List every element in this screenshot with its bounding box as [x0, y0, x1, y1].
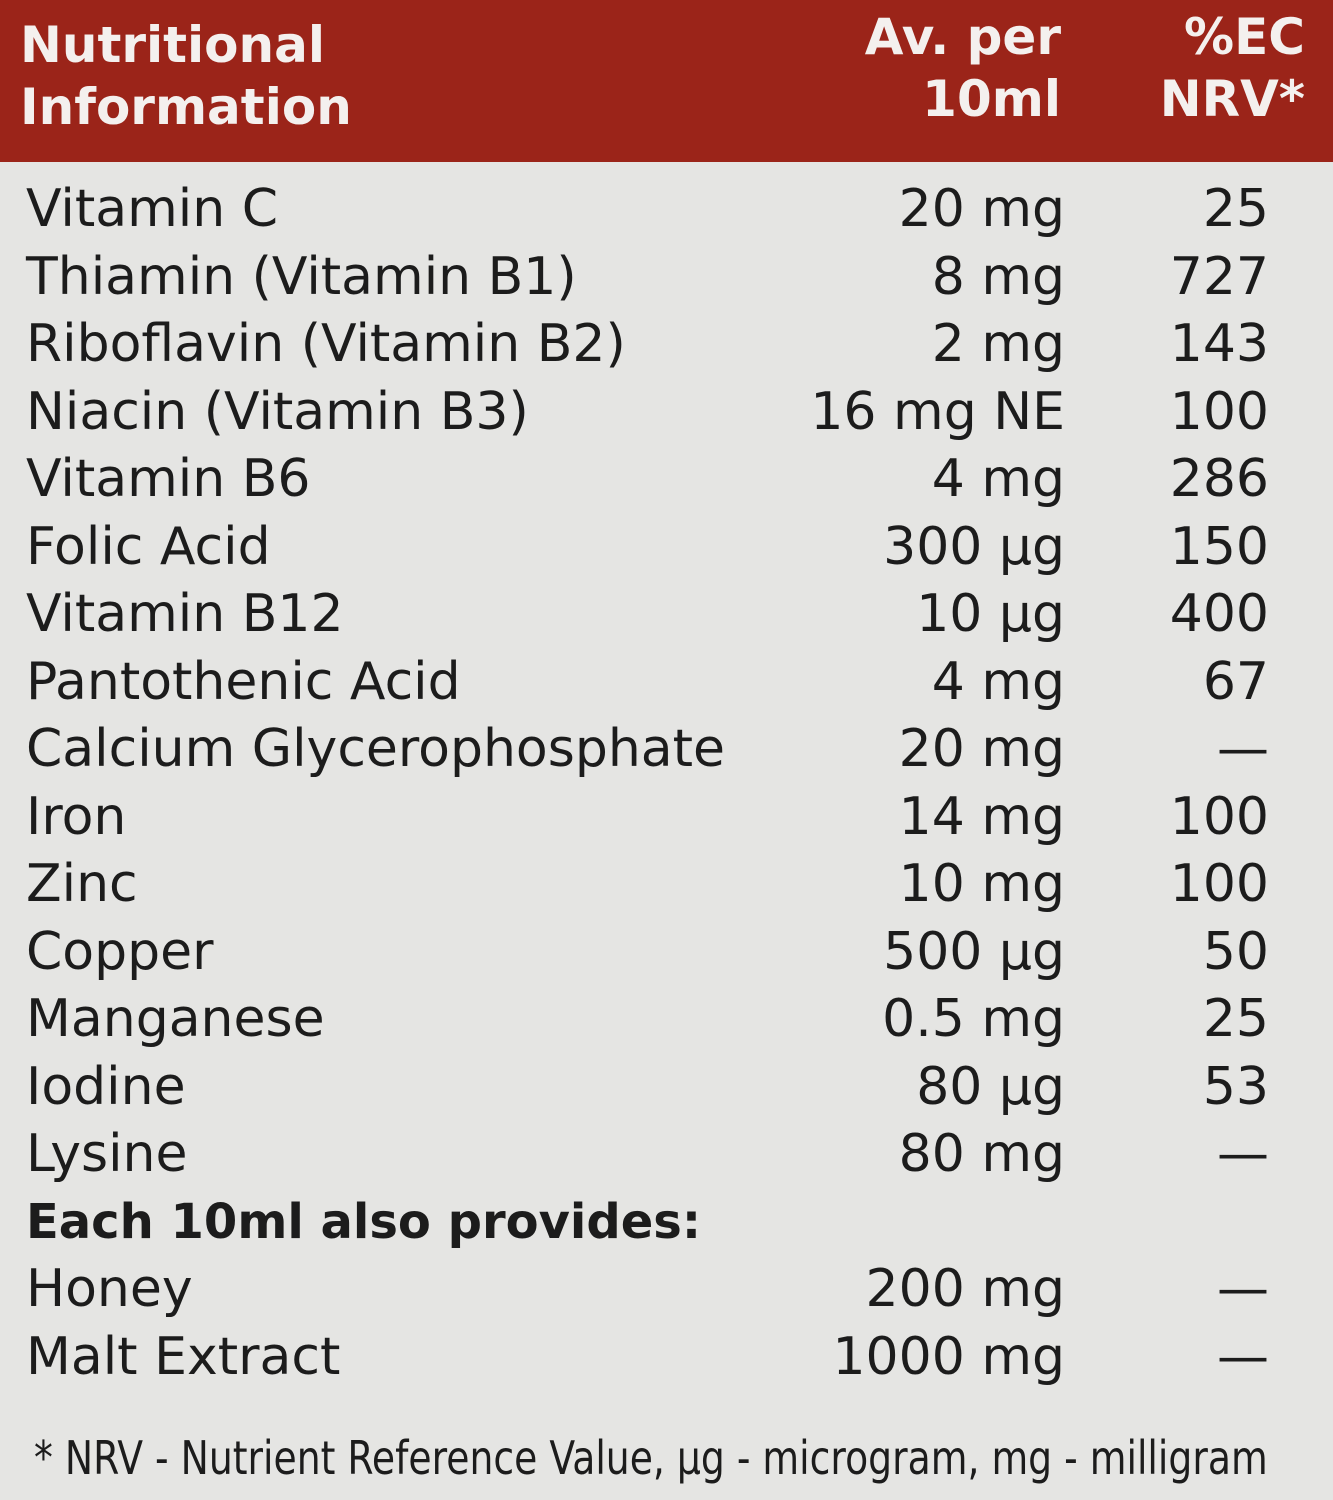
title-line-1: Nutritional: [20, 16, 326, 74]
table-row: Honey 200 mg —: [0, 1256, 1333, 1324]
nutrient-nrv: 50: [1202, 921, 1269, 982]
nutrient-amount: 4 mg: [931, 651, 1065, 712]
nutrient-name: Vitamin B6: [26, 449, 311, 509]
nutrient-table: Vitamin C 20 mg 25 Thiamin (Vitamin B1) 8 mg…: [0, 176, 1333, 1391]
nutrient-amount: 0.5 mg: [882, 989, 1065, 1049]
nutrient-amount: 16 mg NE: [810, 381, 1065, 442]
nutrient-amount: 14 mg: [898, 786, 1065, 847]
table-row: Folic Acid 300 µg 150: [0, 514, 1333, 582]
table-row: Niacin (Vitamin B3) 16 mg NE 100: [0, 379, 1333, 447]
also-provides-row: Each 10ml also provides:: [0, 1189, 1333, 1257]
nutrient-nrv: 25: [1202, 179, 1269, 239]
nutrient-amount: 10 µg: [916, 584, 1065, 644]
nutrient-nrv: 143: [1169, 314, 1269, 374]
nutrient-name: Iodine: [26, 1056, 186, 1117]
table-row: Iodine 80 µg 53: [0, 1054, 1333, 1122]
nutrient-amount: 200 mg: [865, 1259, 1065, 1319]
nutrient-nrv: 150: [1169, 516, 1269, 577]
table-row: Vitamin B6 4 mg 286: [0, 446, 1333, 514]
nutrient-amount: 1000 mg: [832, 1326, 1065, 1387]
nutrient-name: Pantothenic Acid: [26, 651, 461, 712]
table-row: Riboflavin (Vitamin B2) 2 mg 143: [0, 311, 1333, 379]
table-row: Vitamin B12 10 µg 400: [0, 581, 1333, 649]
table-row: Pantothenic Acid 4 mg 67: [0, 649, 1333, 717]
table-row: Vitamin C 20 mg 25: [0, 176, 1333, 244]
nutrient-name: Copper: [26, 921, 214, 982]
table-row: Lysine 80 mg —: [0, 1121, 1333, 1189]
footnote: * NRV - Nutrient Reference Value, µg - m…: [34, 1431, 1268, 1485]
nutrient-amount: 20 mg: [898, 179, 1065, 239]
nutrient-nrv: 67: [1202, 651, 1269, 712]
table-row: Calcium Glycerophosphate 20 mg —: [0, 716, 1333, 784]
table-row: Zinc 10 mg 100: [0, 851, 1333, 919]
nutrient-name: Iron: [26, 786, 127, 847]
nutrient-amount: 2 mg: [931, 314, 1065, 374]
table-title: Nutritional Information: [20, 14, 352, 138]
nutrient-name: Thiamin (Vitamin B1): [26, 246, 577, 307]
nutrient-name: Riboflavin (Vitamin B2): [26, 314, 626, 374]
nutrient-name: Honey: [26, 1259, 193, 1319]
nutrient-name: Calcium Glycerophosphate: [26, 719, 726, 779]
table-row: Malt Extract 1000 mg —: [0, 1324, 1333, 1392]
also-provides-heading: Each 10ml also provides:: [26, 1193, 702, 1250]
nutrient-nrv: 25: [1202, 989, 1269, 1049]
nutrient-amount: 8 mg: [931, 246, 1065, 307]
nutrient-nrv: 400: [1169, 584, 1269, 644]
nutrient-name: Manganese: [26, 989, 325, 1049]
title-line-2: Information: [20, 78, 352, 136]
nutrient-nrv: 100: [1169, 786, 1269, 847]
nutrient-nrv: 53: [1202, 1056, 1269, 1117]
nutrient-nrv: 286: [1169, 449, 1269, 509]
table-row: Copper 500 µg 50: [0, 919, 1333, 987]
nutrient-nrv: 100: [1169, 854, 1269, 914]
column-header-amount: Av. per 10ml: [865, 6, 1061, 130]
table-row: Iron 14 mg 100: [0, 784, 1333, 852]
table-row: Thiamin (Vitamin B1) 8 mg 727: [0, 244, 1333, 312]
nutrient-name: Lysine: [26, 1124, 188, 1184]
nutrient-amount: 80 µg: [916, 1056, 1065, 1117]
nutrient-name: Niacin (Vitamin B3): [26, 381, 529, 442]
nutrient-nrv: —: [1217, 1124, 1269, 1184]
nutrient-nrv: —: [1217, 1259, 1269, 1319]
nutrient-name: Vitamin C: [26, 179, 279, 239]
nutrient-amount: 300 µg: [883, 516, 1065, 577]
amount-header-line-2: 10ml: [922, 70, 1061, 128]
nutrient-name: Malt Extract: [26, 1326, 341, 1387]
nutrient-nrv: —: [1217, 1326, 1269, 1387]
table-row: Manganese 0.5 mg 25: [0, 986, 1333, 1054]
nutrient-nrv: —: [1217, 719, 1269, 779]
nrv-header-line-1: %EC: [1184, 8, 1305, 66]
nutrient-name: Zinc: [26, 854, 138, 914]
nrv-header-line-2: NRV*: [1159, 70, 1305, 128]
nutrient-name: Vitamin B12: [26, 584, 344, 644]
nutrient-name: Folic Acid: [26, 516, 271, 577]
nutrient-amount: 4 mg: [931, 449, 1065, 509]
nutrient-amount: 500 µg: [883, 921, 1065, 982]
nutrient-nrv: 727: [1169, 246, 1269, 307]
amount-header-line-1: Av. per: [864, 8, 1061, 66]
table-header: Nutritional Information Av. per 10ml %EC…: [0, 0, 1333, 162]
nutrient-amount: 80 mg: [898, 1124, 1065, 1184]
nutrient-amount: 20 mg: [898, 719, 1065, 779]
nutrient-amount: 10 mg: [898, 854, 1065, 914]
column-header-nrv: %EC NRV*: [1160, 6, 1305, 130]
nutrient-nrv: 100: [1169, 381, 1269, 442]
